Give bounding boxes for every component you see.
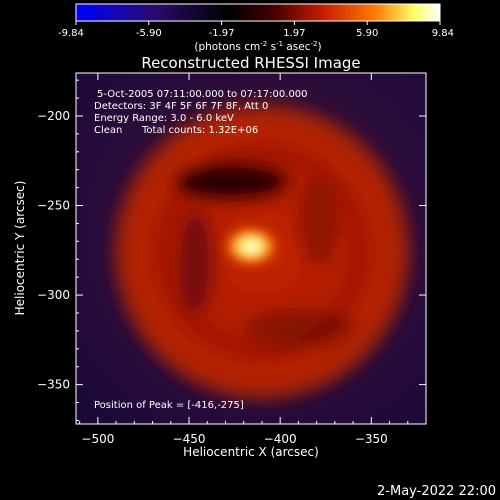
colorbar-tick-label: -9.84: [58, 28, 84, 39]
colorbar: [75, 3, 441, 22]
y-tick-label: −250: [37, 199, 70, 213]
y-ticks: −200 −250 −300 −350: [37, 79, 426, 421]
colorbar-ticks: -9.84 -5.90 -1.97 1.97 5.90 9.84: [58, 21, 454, 39]
y-axis-label: Heliocentric Y (arcsec): [13, 181, 27, 316]
x-tick-label: −450: [173, 432, 206, 446]
colorbar-tick-label: 9.84: [432, 28, 454, 39]
x-tick-label: −500: [81, 432, 114, 446]
colorbar-tick-label: 5.90: [356, 28, 378, 39]
detectors-text: Detectors: 3F 4F 5F 6F 7F 8F, Att 0: [94, 101, 268, 112]
y-tick-label: −300: [37, 288, 70, 302]
colorbar-tick-label: 1.97: [283, 28, 305, 39]
plot-frame: [75, 72, 427, 425]
x-ticks: −500 −450 −400 −350: [79, 73, 427, 446]
peak-source: [221, 224, 281, 269]
time-range-text: 5-Oct-2005 07:11:00.000 to 07:17:00.000: [97, 89, 308, 100]
x-tick-label: −400: [264, 432, 297, 446]
energy-range-text: Energy Range: 3.0 - 6.0 keV: [94, 113, 234, 124]
clean-text: Clean: [94, 125, 122, 136]
colorbar-tick-label: -1.97: [209, 28, 235, 39]
x-tick-label: −350: [355, 432, 388, 446]
info-annotations: 5-Oct-2005 07:11:00.000 to 07:17:00.000 …: [94, 89, 308, 411]
footer-date: 2-May-2022 22:00: [377, 484, 496, 499]
chart-title: Reconstructed RHESSI Image: [141, 54, 360, 72]
y-tick-label: −350: [37, 378, 70, 392]
y-tick-label: −200: [37, 109, 70, 123]
colorbar-tick-label: -5.90: [136, 28, 162, 39]
peak-position-text: Position of Peak = [-416,-275]: [94, 400, 244, 411]
total-counts-text: Total counts: 1.32E+06: [141, 125, 258, 136]
heatmap-image: [76, 73, 426, 424]
x-axis-label: Heliocentric X (arcsec): [183, 445, 319, 459]
colorbar-unit-label: (photons cm-2 s-1 asec-2): [194, 40, 321, 53]
